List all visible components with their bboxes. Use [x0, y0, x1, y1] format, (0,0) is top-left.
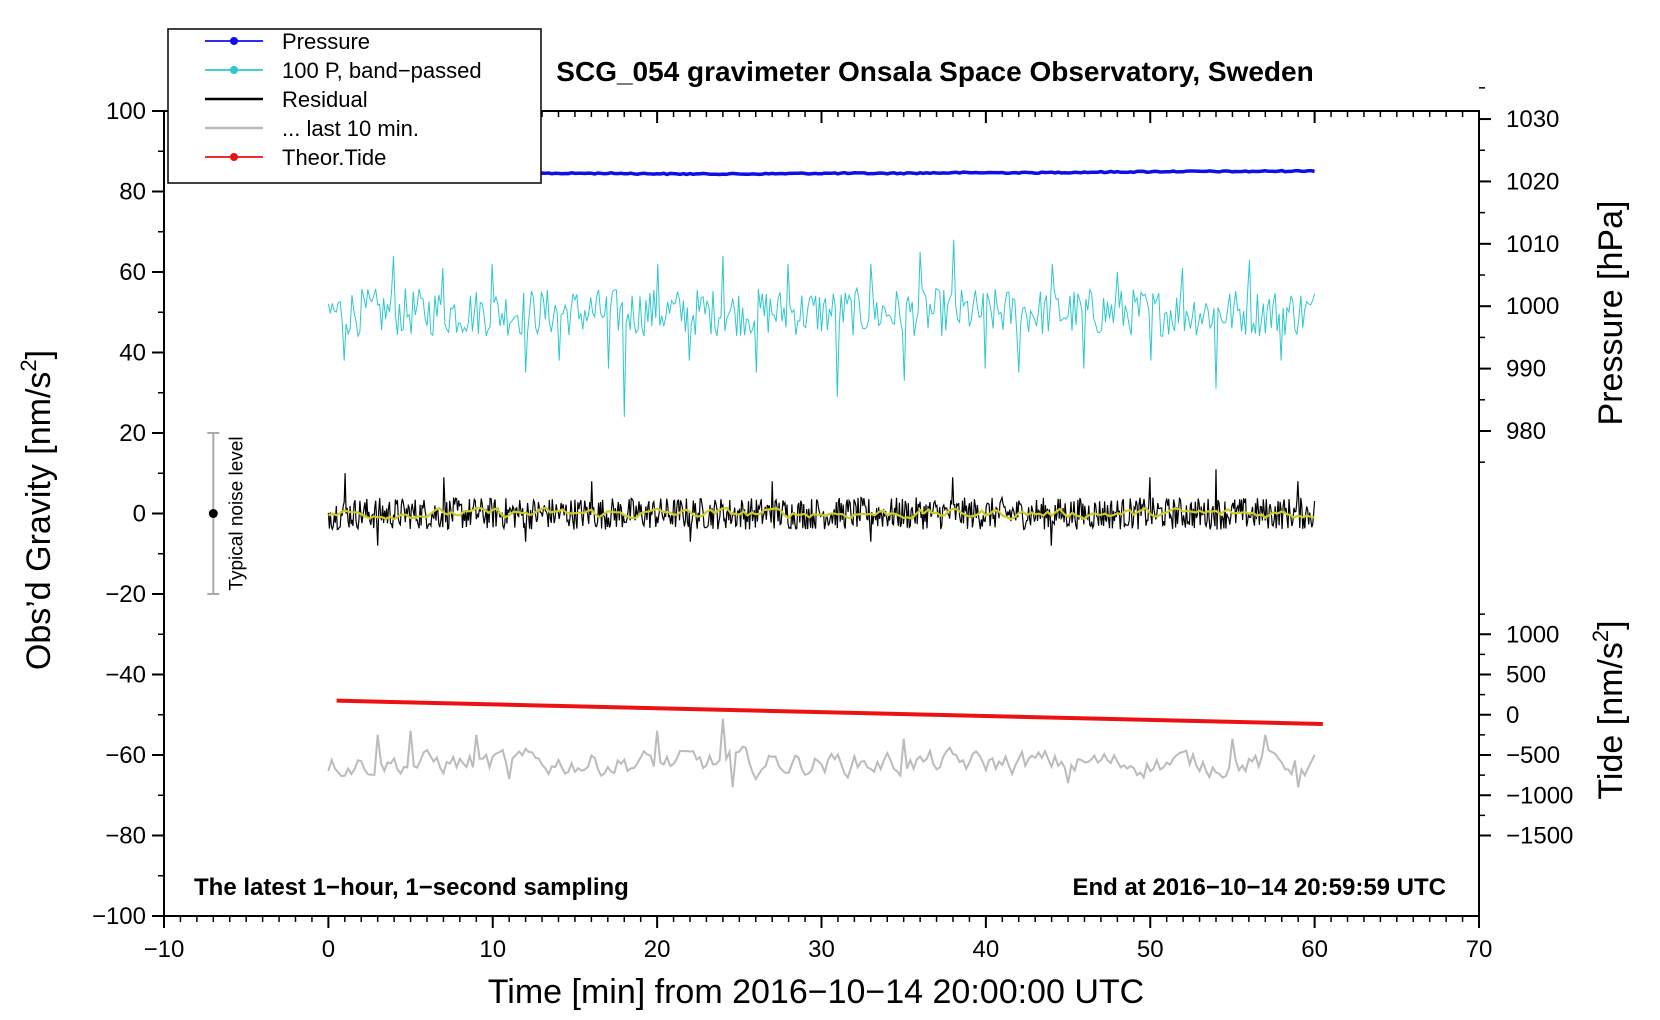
y-tick-label: −100	[92, 903, 146, 930]
x-tick-label: 20	[644, 936, 671, 963]
annotation-end-time: End at 2016−10−14 20:59:59 UTC	[1072, 874, 1446, 901]
tide-axis-title: Tide [nm/s2]	[1588, 620, 1630, 799]
y-tick-label: −80	[105, 823, 146, 850]
y-tick-label: 0	[133, 501, 146, 528]
tide-series-line	[336, 698, 1323, 727]
pressure-tick-label: 980	[1506, 418, 1546, 445]
last-10-min-line	[327, 718, 1316, 788]
x-tick-label: 70	[1466, 936, 1493, 963]
noise-bar-center-dot	[208, 509, 218, 518]
tide-tick-label: 0	[1506, 702, 1519, 729]
x-tick-label: 40	[973, 936, 1000, 963]
y-tick-label: 60	[119, 259, 146, 286]
y-axis-title-text: Obs’d Gravity [nm/s	[20, 372, 58, 671]
tide-axis-title-text: Tide [nm/s	[1592, 642, 1630, 799]
chart-title: SCG_054 gravimeter Onsala Space Observat…	[556, 56, 1313, 87]
legend-label: Theor.Tide	[282, 145, 386, 170]
tide-tick-label: −1500	[1506, 823, 1573, 850]
y-axis-title-sup: 2	[16, 359, 41, 371]
y-axis-title-end: ]	[20, 350, 58, 359]
x-tick-label: 50	[1137, 936, 1164, 963]
band-passed-pressure-line	[327, 239, 1316, 417]
pressure-tick-label: 1010	[1506, 231, 1559, 258]
y-tick-label: 80	[119, 179, 146, 206]
legend-swatch-marker	[230, 153, 238, 161]
x-tick-label: 0	[322, 936, 335, 963]
noise-bar-label: Typical noise level	[226, 436, 247, 590]
pressure-tick-label: 1030	[1506, 106, 1559, 133]
y-tick-label: −20	[105, 581, 146, 608]
legend-swatch-marker	[230, 37, 238, 45]
legend-label: Pressure	[282, 29, 370, 54]
y-tick-label: 100	[106, 98, 146, 125]
noise-bar: Typical noise level	[207, 432, 247, 595]
legend-label: ... last 10 min.	[282, 116, 419, 141]
x-axis-title: Time [min] from 2016−10−14 20:00:00 UTC	[488, 973, 1144, 1011]
legend-label: Residual	[282, 87, 368, 112]
y-axis-title: Obs’d Gravity [nm/s2]	[16, 350, 58, 670]
x-tick-label: 30	[808, 936, 835, 963]
pressure-tick-label: 1020	[1506, 168, 1559, 195]
x-tick-label: −10	[144, 936, 185, 963]
x-tick-label: 10	[479, 936, 506, 963]
tide-tick-label: 1000	[1506, 621, 1559, 648]
axes-layer: −10 0 10 20 30 40 50 60 70−100−80−60−40−20020406…	[92, 87, 1573, 963]
legend: Pressure 100 P, band−passed Residual ... la…	[167, 28, 542, 184]
legend-swatch-marker	[230, 66, 238, 74]
x-tick-label: 60	[1301, 936, 1328, 963]
tide-tick-label: −1000	[1506, 782, 1573, 809]
y-tick-label: −60	[105, 742, 146, 769]
legend-label: 100 P, band−passed	[282, 58, 482, 83]
y-tick-label: −40	[105, 662, 146, 689]
tide-tick-label: 500	[1506, 662, 1546, 689]
y-tick-label: 20	[119, 420, 146, 447]
series-layer	[327, 168, 1323, 788]
tide-axis-title-sup: 2	[1588, 630, 1613, 642]
residual-smoothed-line	[327, 506, 1315, 521]
annotation-sampling: The latest 1−hour, 1−second sampling	[194, 874, 629, 901]
pressure-tick-label: 1000	[1506, 293, 1559, 320]
pressure-axis-title: Pressure [hPa]	[1592, 201, 1630, 426]
pressure-tick-label: 990	[1506, 356, 1546, 383]
y-tick-label: 40	[119, 340, 146, 367]
tide-axis-title-end: ]	[1592, 620, 1630, 629]
tide-tick-label: −500	[1506, 742, 1560, 769]
